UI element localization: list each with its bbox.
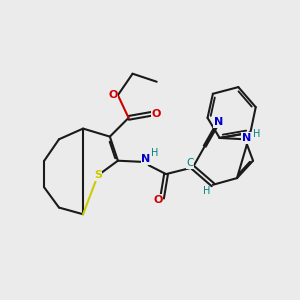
Text: C: C [187,158,194,168]
Text: N: N [141,154,151,164]
Text: H: H [203,186,211,196]
Text: O: O [152,109,161,119]
Text: O: O [153,194,163,205]
Text: N: N [242,133,251,143]
Text: N: N [214,117,223,128]
Text: H: H [151,148,158,158]
Text: H: H [254,130,261,140]
Text: S: S [94,170,102,180]
Text: O: O [108,90,118,100]
